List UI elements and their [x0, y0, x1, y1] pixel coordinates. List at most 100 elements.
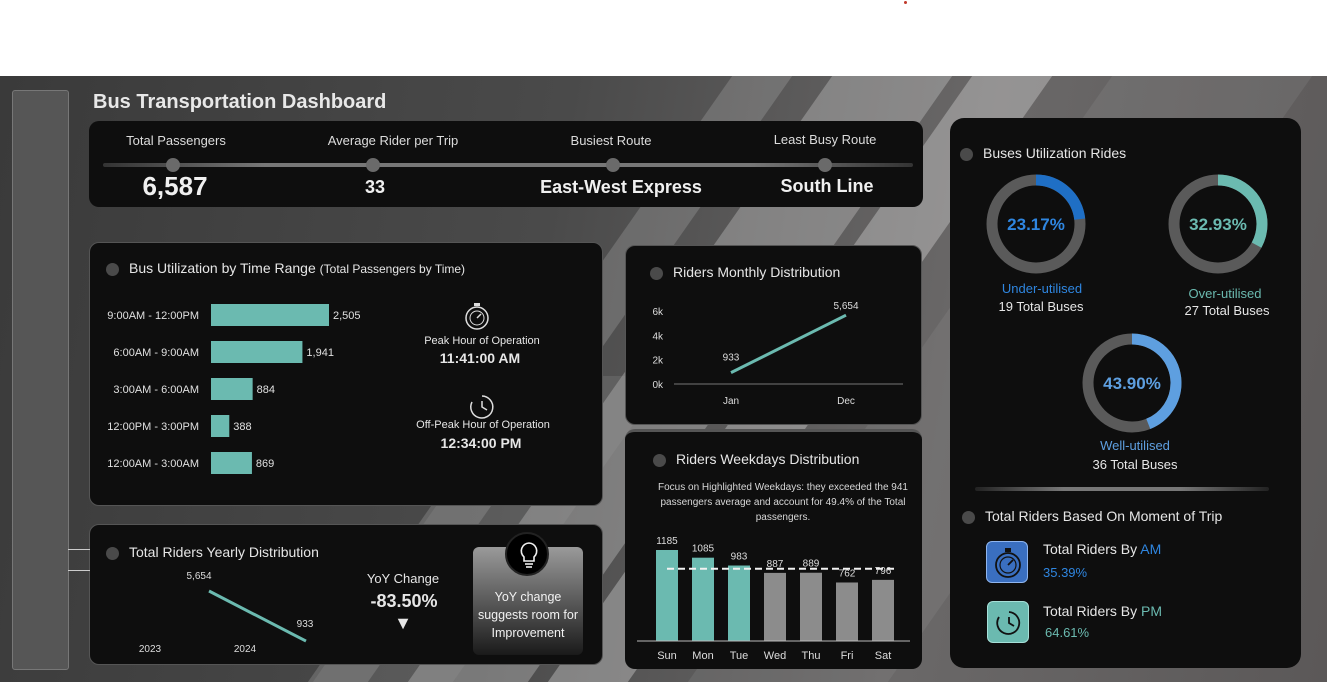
utilization-panel: Buses Utilization Rides 23.17% 32.93% 43.9… — [950, 118, 1301, 668]
kpi-value-total-passengers: 6,587 — [142, 171, 208, 201]
under-utilised-count: 19 Total Buses — [998, 299, 1084, 314]
down-arrow-icon: ▼ — [394, 613, 412, 633]
side-navigation-panel[interactable] — [12, 90, 69, 670]
bullet-icon — [960, 147, 973, 161]
time-range-bar — [211, 304, 329, 326]
kpi-dot — [166, 158, 180, 172]
time-range-bar — [211, 378, 253, 400]
monthly-series-line — [730, 313, 847, 374]
donut-fill — [1168, 174, 1268, 274]
over-utilised-count: 27 Total Buses — [1184, 303, 1270, 318]
weekday-bar — [800, 572, 822, 641]
data-label: 887 — [767, 559, 784, 570]
lightbulb-icon — [505, 532, 549, 576]
utilization-header: Buses Utilization Rides — [960, 145, 1126, 161]
data-label: 762 — [839, 568, 856, 579]
monthly-header: Riders Monthly Distribution — [650, 264, 840, 280]
yearly-title: Total Riders Yearly Distribution — [129, 544, 319, 560]
kpi-label-least-busy-route: Least Busy Route — [773, 132, 877, 147]
kpi-dot — [818, 158, 832, 172]
y-tick-label: 6k — [652, 307, 664, 318]
kpi-timeline — [103, 163, 913, 167]
connector-line — [68, 549, 90, 550]
well-utilised-count: 36 Total Buses — [1092, 457, 1178, 472]
time-range-bar — [211, 452, 252, 474]
bar-category-label: 3:00AM - 6:00AM — [113, 384, 199, 396]
am-label-suffix: AM — [1140, 541, 1162, 557]
am-label-prefix: Total Riders By — [1043, 541, 1141, 557]
peak-hour-value: 11:41:00 AM — [439, 350, 521, 366]
x-tick-label: Wed — [764, 650, 786, 662]
weekdays-header: Riders Weekdays Distribution — [653, 451, 859, 467]
page-title: Bus Transportation Dashboard — [93, 91, 387, 113]
bar-value-label: 1,941 — [306, 347, 334, 359]
pm-label: Total Riders By PM — [1043, 603, 1162, 619]
bar-value-label: 2,505 — [333, 310, 361, 322]
weekdays-note: Focus on Highlighted Weekdays: they exce… — [658, 482, 908, 523]
weekdays-chart: 1185 Sun 1085 Mon 983 Tue 887 Wed 889 Thu 762 Fri 79… — [637, 536, 910, 662]
connector-line — [68, 570, 90, 571]
donut-percent-label: 32.93% — [1189, 215, 1247, 234]
weekday-bar — [836, 582, 858, 641]
data-label: 933 — [723, 353, 740, 364]
y-tick-label: 0k — [652, 380, 664, 391]
kpi-label-busiest-route: Busiest Route — [570, 133, 652, 148]
monthly-chart: 0k 2k 4k 6k 933 5,654 Jan Dec — [652, 301, 903, 407]
x-tick-label: Mon — [692, 650, 713, 662]
weekday-bar — [656, 550, 678, 641]
kpi-label-total-passengers: Total Passengers — [126, 133, 226, 148]
bar-category-label: 6:00AM - 9:00AM — [113, 347, 199, 359]
bullet-icon — [650, 266, 663, 280]
over-utilised-label: Over-utilised — [1188, 286, 1262, 301]
weekday-bar — [872, 579, 894, 641]
yearly-panel: Total Riders Yearly Distribution 5,654 93… — [89, 524, 603, 665]
bar-value-label: 388 — [233, 421, 251, 433]
peak-hour-label: Peak Hour of Operation — [424, 335, 540, 347]
weekdays-panel: Riders Weekdays Distribution Focus on Hi… — [625, 429, 922, 669]
data-label: 5,654 — [833, 301, 858, 312]
clock-icon — [468, 393, 496, 421]
data-label: 1085 — [692, 544, 715, 555]
bullet-icon — [962, 510, 975, 524]
donut-percent-label: 23.17% — [1007, 215, 1065, 234]
x-tick-label: Dec — [837, 396, 855, 407]
kpi-label-avg-rider: Average Rider per Trip — [327, 133, 459, 148]
utilization-donuts: 23.17% 32.93% 43.90% — [986, 174, 1268, 433]
am-label: Total Riders By AM — [1043, 541, 1161, 557]
x-tick-label: Tue — [730, 650, 749, 662]
kpi-strip: Total Passengers 6,587 Average Rider per… — [89, 121, 923, 207]
yearly-series-line — [208, 589, 307, 643]
clock-icon — [987, 601, 1029, 643]
donut-fill — [986, 174, 1086, 274]
weekday-bar — [764, 572, 786, 641]
bullet-icon — [106, 262, 119, 276]
time-range-chart: 9:00AM - 12:00PM 2,505 6:00AM - 9:00AM 1,94… — [107, 304, 361, 474]
offpeak-hour-value: 12:34:00 PM — [440, 435, 522, 451]
time-range-title: Bus Utilization by Time Range — [129, 260, 316, 276]
data-label: 1185 — [656, 536, 678, 547]
y-tick-label: 2k — [652, 356, 664, 367]
bullet-icon — [106, 546, 119, 560]
y-tick-label: 4k — [652, 331, 664, 342]
well-utilised-label: Well-utilised — [1100, 438, 1170, 453]
time-range-header: Bus Utilization by Time Range (Total Pas… — [106, 260, 465, 276]
weekday-bar — [692, 557, 714, 641]
pm-value: 64.61% — [1045, 625, 1090, 640]
yearly-chart: 5,654 933 2023 2024 — [139, 571, 314, 655]
kpi-value-least-busy-route: South Line — [780, 176, 874, 196]
x-tick-label: Thu — [802, 650, 821, 662]
bar-category-label: 9:00AM - 12:00PM — [107, 310, 199, 322]
time-range-bar — [211, 341, 303, 363]
data-label: 5,654 — [186, 571, 211, 582]
kpi-dot — [366, 158, 380, 172]
bar-category-label: 12:00AM - 3:00AM — [107, 458, 199, 470]
bar-category-label: 12:00PM - 3:00PM — [107, 421, 199, 433]
offpeak-hour-label: Off-Peak Hour of Operation — [416, 419, 550, 431]
pm-label-suffix: PM — [1141, 603, 1163, 619]
bullet-icon — [653, 453, 666, 467]
kpi-value-busiest-route: East-West Express — [540, 177, 702, 197]
monthly-panel: Riders Monthly Distribution 0k 2k 4k 6k 933 5… — [625, 245, 922, 425]
x-tick-label: Sun — [657, 650, 677, 662]
kpi-value-avg-rider: 33 — [364, 177, 386, 197]
weekday-bar — [728, 565, 750, 641]
